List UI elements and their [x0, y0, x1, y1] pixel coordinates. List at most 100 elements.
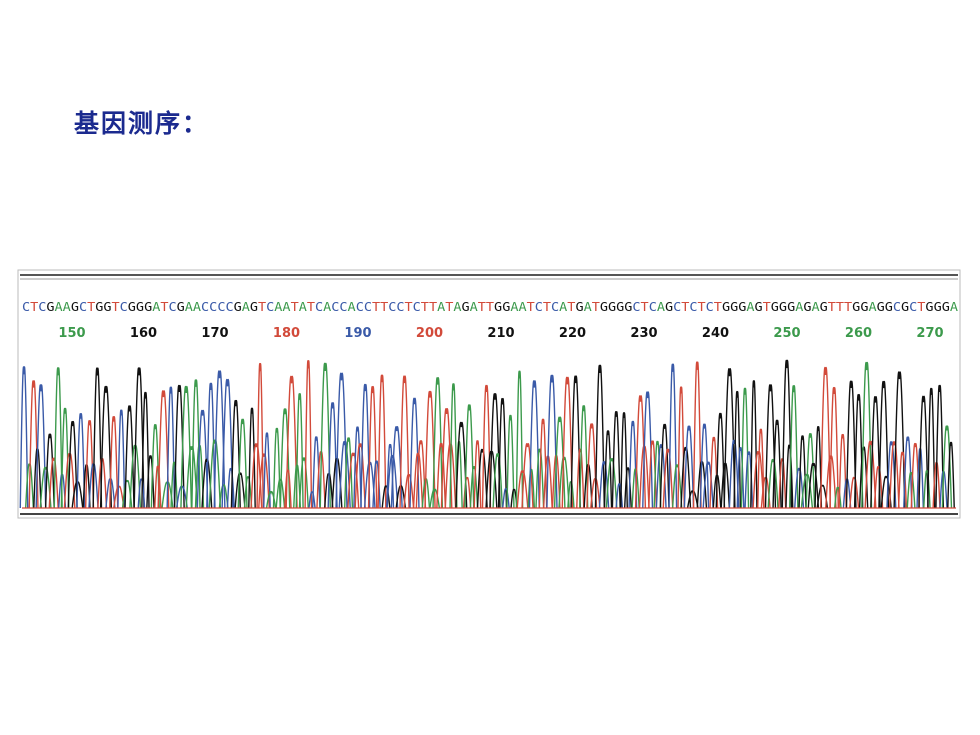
trace-peak: [502, 488, 510, 509]
trace-peak: [39, 466, 52, 509]
trace-peak: [699, 423, 710, 509]
trace-peak: [338, 440, 351, 509]
trace-peak: [757, 428, 765, 509]
trace-peak: [772, 419, 782, 509]
trace-peak: [789, 385, 799, 509]
trace-peak: [870, 396, 881, 509]
trace-peak: [598, 461, 610, 509]
trace-peak: [117, 409, 126, 509]
trace-peak: [258, 453, 270, 509]
trace-peak: [683, 425, 695, 509]
trace-peak: [935, 384, 945, 509]
trace-peak: [284, 469, 292, 509]
trace-peak: [906, 472, 916, 509]
trace-peak: [180, 386, 193, 509]
trace-peak: [497, 398, 508, 509]
trace-peak: [19, 366, 29, 509]
trace-peak: [449, 383, 458, 509]
trace-peak: [256, 363, 264, 509]
trace-peak: [692, 361, 702, 509]
trace-peak: [476, 448, 488, 509]
trace-peak: [631, 468, 640, 509]
trace-peak: [409, 397, 420, 509]
trace-peak: [878, 380, 890, 509]
trace-peak: [764, 384, 777, 509]
trace-peak: [208, 439, 222, 509]
trace-peak: [424, 390, 436, 509]
trace-peak: [386, 454, 399, 509]
trace-peak: [353, 426, 362, 509]
trace-peak: [440, 408, 453, 509]
trace-peak: [76, 413, 86, 509]
trace-peak: [35, 384, 47, 509]
trace-peak: [319, 362, 331, 509]
trace-peak: [927, 387, 936, 509]
trace-peak: [528, 380, 540, 509]
position-label: 200: [416, 326, 443, 341]
trace-peak: [715, 412, 726, 509]
trace-peak: [354, 443, 366, 509]
trace-peak: [248, 407, 256, 509]
trace-peak: [546, 374, 558, 509]
trace-peak: [886, 441, 897, 509]
trace-peak: [263, 432, 271, 509]
trace-peak: [628, 420, 638, 509]
trace-peak: [767, 458, 779, 509]
position-label: 260: [845, 326, 872, 341]
trace-peak: [489, 393, 501, 509]
trace-peak: [243, 476, 253, 509]
trace-peak: [535, 448, 545, 509]
trace-peak: [880, 475, 892, 509]
position-label: 220: [559, 326, 586, 341]
trace-peak: [464, 404, 475, 509]
trace-peak: [295, 393, 304, 509]
trace-peak: [653, 440, 662, 509]
trace-peak: [594, 364, 606, 509]
slide-title: 基因测序：: [74, 109, 210, 138]
trace-peak: [60, 407, 70, 509]
trace-peak: [680, 446, 692, 509]
trace-peak: [733, 391, 742, 509]
trace-peak: [516, 470, 529, 509]
trace-peak: [308, 491, 316, 509]
trace-peak: [785, 444, 794, 509]
position-label: 170: [201, 326, 228, 341]
trace-peak: [515, 370, 524, 509]
trace-peak: [157, 390, 170, 509]
trace-peak: [154, 465, 162, 509]
trace-peak: [750, 380, 758, 509]
trace-peak: [173, 384, 185, 509]
trace-peak: [150, 424, 160, 509]
trace-peak: [918, 395, 929, 509]
trace-peak: [864, 440, 877, 509]
trace-peak: [367, 386, 378, 509]
trace-peak: [807, 463, 820, 509]
trace-peak: [662, 448, 674, 509]
trace-peak: [234, 472, 246, 509]
trace-peak: [415, 440, 427, 509]
trace-peak: [201, 458, 213, 509]
trace-peak: [226, 468, 235, 509]
trace-peak: [221, 378, 234, 509]
trace-peak: [99, 385, 113, 509]
position-label: 190: [344, 326, 371, 341]
trace-peak: [677, 386, 685, 509]
trace-peak: [185, 445, 198, 509]
trace-peak: [53, 367, 63, 509]
trace-peak: [611, 411, 621, 509]
trace-peak: [84, 419, 95, 509]
trace-peak: [605, 458, 618, 509]
trace-peak: [829, 387, 839, 509]
position-label: 240: [702, 326, 729, 341]
trace-peak: [455, 421, 468, 509]
trace-peak: [285, 375, 298, 509]
trace-peak: [838, 433, 847, 509]
trace-peak: [893, 371, 906, 509]
trace-peak: [798, 435, 807, 509]
trace-peak: [506, 414, 515, 509]
trace-peak: [873, 466, 884, 509]
trace-peak: [659, 423, 670, 509]
trace-peak: [237, 418, 248, 509]
trace-peak: [740, 387, 750, 509]
